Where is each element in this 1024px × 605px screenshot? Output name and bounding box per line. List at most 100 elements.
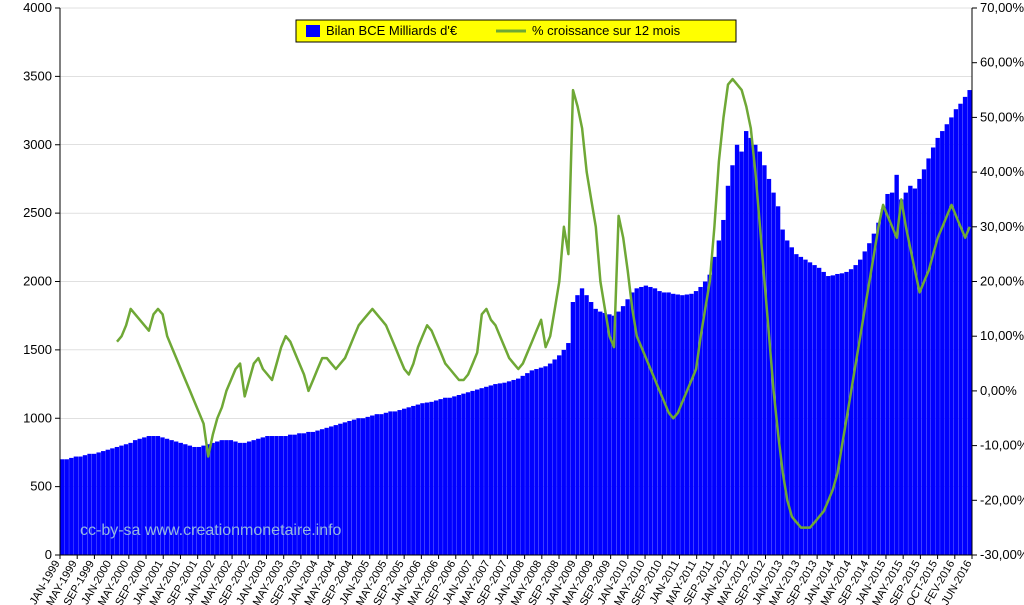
bar [671,294,675,555]
bar [666,292,670,555]
bar [516,379,520,555]
bar [407,407,411,555]
bar [366,417,370,555]
bar [448,398,452,555]
bar [749,138,753,555]
bar [621,306,625,555]
bar [913,189,917,555]
bar [881,209,885,555]
bar [575,295,579,555]
legend-label-1: Bilan BCE Milliards d'€ [326,23,458,38]
bar [954,109,958,555]
bar [607,314,611,555]
bar [885,194,889,555]
bar [644,286,648,555]
bar [689,294,693,555]
bar [780,230,784,555]
bar [402,409,406,555]
bar [484,387,488,555]
legend-label-2: % croissance sur 12 mois [532,23,681,38]
bar [416,405,420,555]
bar [744,131,748,555]
bar [530,370,534,555]
y-left-tick-label: 1000 [23,410,52,425]
bar [826,276,830,555]
bar [808,262,812,555]
y-left-tick-label: 4000 [23,0,52,15]
bar [680,295,684,555]
bar [612,316,616,555]
y-left-tick-label: 2000 [23,274,52,289]
combo-chart: 05001000150020002500300035004000 -30,00%… [0,0,1024,605]
bar [534,369,538,555]
bar [78,457,82,555]
bar [753,145,757,555]
y-left-axis: 05001000150020002500300035004000 [23,0,60,562]
bar [762,165,766,555]
bar [963,97,967,555]
bar [603,313,607,555]
bar [557,355,561,555]
y-right-tick-label: -20,00% [980,492,1024,507]
bar [106,450,110,555]
y-left-tick-label: 2500 [23,205,52,220]
bar [388,411,392,555]
bar [384,413,388,555]
bar [630,292,634,555]
attribution-text: cc-by-sa www.creationmonetaire.info [80,522,342,539]
bar [685,294,689,555]
bar [480,388,484,555]
bar [739,152,743,555]
bar [393,411,397,555]
y-right-tick-label: 60,00% [980,55,1024,70]
y-right-axis: -30,00%-20,00%-10,00%0,00%10,00%20,00%30… [972,0,1024,562]
bar [872,234,876,555]
y-right-tick-label: -10,00% [980,438,1024,453]
bar [429,402,433,555]
bar [101,451,105,555]
bar [466,392,470,555]
bar [562,350,566,555]
bar [69,458,73,555]
bar [571,302,575,555]
y-right-tick-label: 10,00% [980,328,1024,343]
bar [662,292,666,555]
bar [794,254,798,555]
bar [521,376,525,555]
bar [539,368,543,555]
bar [443,398,447,555]
bar [922,169,926,555]
bar [457,395,461,555]
bar [420,403,424,555]
bar [858,260,862,555]
legend: Bilan BCE Milliards d'€ % croissance sur … [296,20,736,42]
y-right-tick-label: 20,00% [980,274,1024,289]
bar [397,410,401,555]
bar [356,418,360,555]
legend-swatch [306,25,320,37]
bar [379,414,383,555]
y-right-tick-label: 50,00% [980,109,1024,124]
bar [548,364,552,555]
bar [498,383,502,555]
x-axis: JAN-1999MAY-1999SEP-1999JAN-2000MAY-2000… [28,555,975,605]
bar [434,400,438,555]
bar [831,275,835,555]
bar [835,274,839,555]
y-left-tick-label: 500 [30,479,52,494]
bar [589,302,593,555]
bar [694,291,698,555]
bar [735,145,739,555]
bar [817,268,821,555]
bar [375,414,379,555]
bar [566,343,570,555]
bar [717,240,721,555]
bar [580,288,584,555]
bar [676,294,680,555]
y-right-tick-label: 70,00% [980,0,1024,15]
bar [876,223,880,555]
bar [110,448,114,555]
bar [65,459,69,555]
bar [949,117,953,555]
bar [411,406,415,555]
